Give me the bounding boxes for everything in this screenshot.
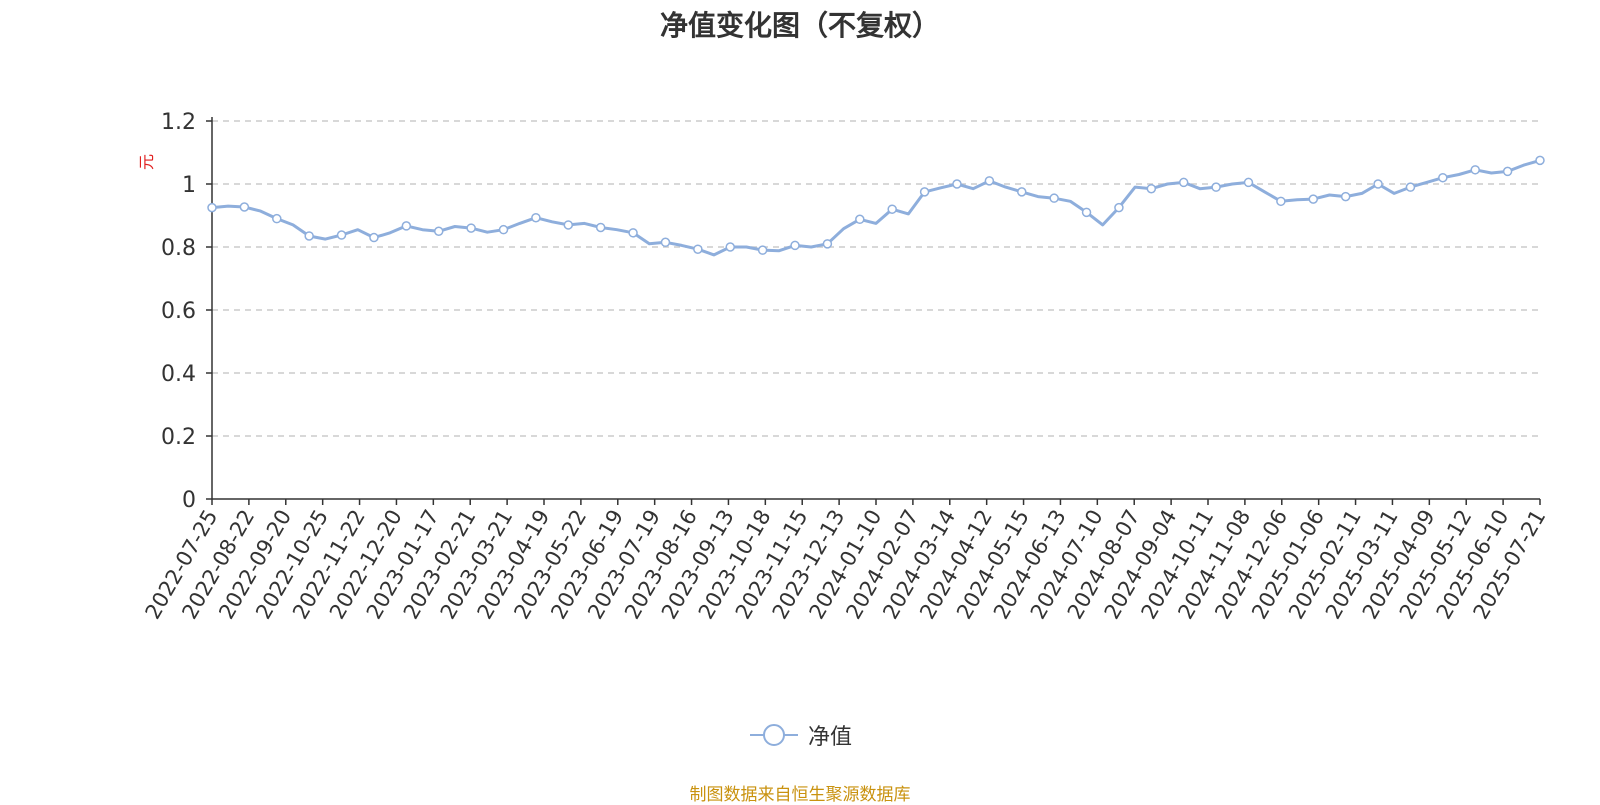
data-point[interactable] xyxy=(1470,165,1480,175)
data-point[interactable] xyxy=(1438,172,1448,183)
legend[interactable]: 净值 xyxy=(748,720,852,750)
data-point[interactable] xyxy=(1243,177,1254,188)
data-point[interactable] xyxy=(1178,177,1189,188)
data-point[interactable] xyxy=(498,224,509,235)
y-tick-label: 0.6 xyxy=(161,299,196,324)
data-point[interactable] xyxy=(984,176,995,186)
grid-lines xyxy=(212,120,1540,437)
data-point[interactable] xyxy=(1017,187,1027,197)
y-tick-label: 0 xyxy=(182,488,196,513)
data-point[interactable] xyxy=(790,240,800,251)
data-point[interactable] xyxy=(628,228,638,238)
chart-title: 净值变化图（不复权） xyxy=(659,9,940,42)
data-point[interactable] xyxy=(952,179,962,189)
y-tick-label: 1.2 xyxy=(161,110,196,135)
data-point[interactable] xyxy=(595,222,606,233)
data-point[interactable] xyxy=(1502,166,1513,177)
data-point[interactable] xyxy=(1049,193,1059,203)
data-point[interactable] xyxy=(1340,191,1351,202)
data-point[interactable] xyxy=(660,237,671,248)
data-point[interactable] xyxy=(1114,202,1124,213)
data-point[interactable] xyxy=(1405,182,1416,192)
series-line xyxy=(211,158,1541,257)
y-tick-label: 1 xyxy=(182,173,196,198)
y-axis-unit-label: 元 xyxy=(137,154,156,170)
data-point[interactable] xyxy=(272,213,282,224)
data-point[interactable] xyxy=(693,244,703,254)
data-point[interactable] xyxy=(401,221,412,231)
legend-label: 净值 xyxy=(808,725,853,750)
y-tick-label: 0.8 xyxy=(161,236,196,261)
data-point[interactable] xyxy=(531,212,541,223)
data-point[interactable] xyxy=(919,187,930,197)
series-layer xyxy=(207,155,1545,257)
source-note: 制图数据来自恒生聚源数据库 xyxy=(689,785,911,805)
data-point[interactable] xyxy=(433,226,444,236)
data-point[interactable] xyxy=(239,202,250,212)
data-point[interactable] xyxy=(725,242,735,252)
data-point[interactable] xyxy=(1535,155,1545,166)
y-tick-label: 0.4 xyxy=(161,362,196,387)
data-point[interactable] xyxy=(466,223,476,233)
data-point[interactable] xyxy=(563,220,574,230)
data-point[interactable] xyxy=(855,214,865,225)
data-point[interactable] xyxy=(1211,182,1221,192)
data-point[interactable] xyxy=(1146,183,1157,194)
y-tick-label: 0.2 xyxy=(161,425,196,450)
data-point[interactable] xyxy=(369,232,379,243)
data-point[interactable] xyxy=(207,202,217,213)
axes: 00.20.40.60.811.22022-07-252022-08-22202… xyxy=(141,110,1551,623)
data-point[interactable] xyxy=(1081,207,1092,218)
data-point[interactable] xyxy=(1373,179,1383,189)
data-point[interactable] xyxy=(887,204,897,214)
legend-line-circle-icon xyxy=(750,724,798,746)
data-point[interactable] xyxy=(757,245,768,255)
data-point[interactable] xyxy=(304,231,314,241)
data-point[interactable] xyxy=(1308,194,1319,204)
data-point[interactable] xyxy=(1276,196,1286,207)
data-point[interactable] xyxy=(822,239,833,249)
data-point[interactable] xyxy=(336,230,347,240)
